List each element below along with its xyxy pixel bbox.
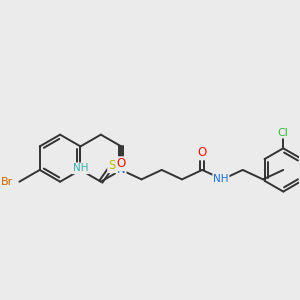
- Text: S: S: [108, 159, 116, 172]
- Text: Br: Br: [1, 177, 13, 187]
- Text: O: O: [117, 157, 126, 170]
- Text: NH: NH: [73, 163, 88, 173]
- Text: Cl: Cl: [278, 128, 289, 138]
- Text: O: O: [198, 146, 207, 159]
- Text: N: N: [117, 164, 126, 176]
- Text: NH: NH: [213, 174, 229, 184]
